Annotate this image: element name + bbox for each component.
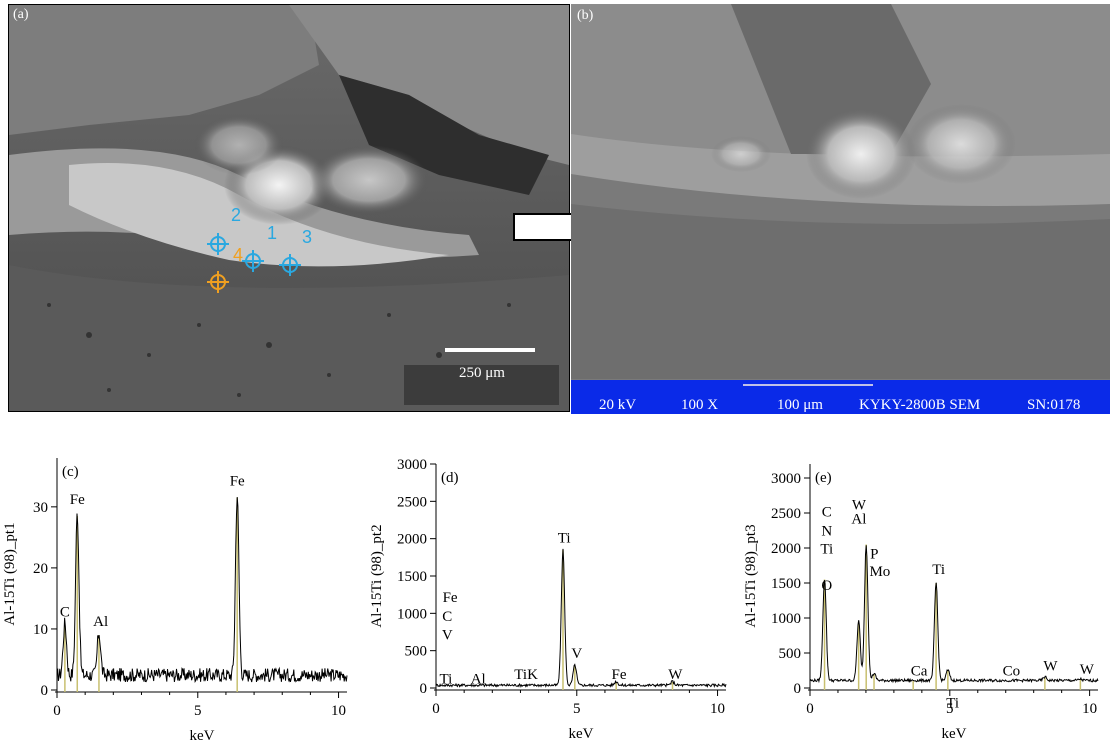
eds-spectrum-d: 0 500 1000 1500 2000 2500 3000 0 5 10 keV Al-15Ti (…: [366, 448, 736, 748]
panel-label-b: (b): [577, 8, 594, 23]
element-label: C: [822, 505, 832, 521]
element-label: TiK: [514, 667, 538, 683]
element-label: Fe: [70, 492, 85, 508]
spectrum-trace: [435, 548, 727, 689]
y-tick-label: 1000: [771, 611, 801, 627]
element-label: Al: [471, 672, 486, 688]
element-label: Fe: [612, 667, 627, 683]
scale-bar-label-a: 250 μm: [459, 365, 505, 381]
x-tick-label: 10: [1082, 701, 1097, 717]
eds-spectrum-e: 0 500 1000 1500 2000 2500 3000 0 5 10 keV Al-15Ti (…: [740, 448, 1110, 748]
y-tick-label: 2000: [771, 541, 801, 557]
spectrum-svg-d: 0 500 1000 1500 2000 2500 3000 0 5 10 keV Al-15Ti (…: [369, 457, 727, 742]
x-tick-label: 10: [710, 701, 725, 717]
element-label: C: [442, 609, 452, 625]
y-axis-label: Al-15Ti (98)_pt2: [369, 524, 385, 627]
element-label: Ti: [439, 672, 452, 688]
element-label: P: [870, 547, 878, 563]
info-instrument: KYKY-2800B SEM: [859, 397, 981, 413]
marker-label-4: 4: [233, 245, 244, 265]
element-label: Fe: [230, 473, 245, 489]
spectrum-trace: [809, 545, 1099, 684]
x-tick-label: 0: [432, 701, 440, 717]
scale-bar-b: [743, 384, 873, 386]
marker-label-2: 2: [231, 205, 242, 225]
sem-image-a: (a) 250 μm 2 1 3 4: [8, 4, 570, 412]
y-tick-label: 2500: [771, 506, 801, 522]
element-label: C: [60, 605, 70, 621]
y-tick-label: 1500: [771, 576, 801, 592]
x-tick-label: 5: [194, 703, 202, 719]
eds-spectrum-c: 0 10 20 30 0 5 10 keV Al-15Ti (98)_pt1 (c) C Fe Al Fe: [0, 448, 362, 748]
element-label: Ti: [558, 530, 571, 546]
sem-image-b: (b) 20 kV 100 X 100 μm KYKY-2800B SEM SN…: [571, 4, 1110, 414]
y-tick-label: 20: [33, 561, 48, 577]
spectrum-svg-e: 0 500 1000 1500 2000 2500 3000 0 5 10 keV Al-15Ti (…: [743, 464, 1099, 742]
marker-4: [207, 271, 229, 293]
y-axis-label: Al-15Ti (98)_pt1: [2, 522, 18, 625]
panel-label: (d): [441, 470, 459, 486]
x-axis-label: keV: [942, 726, 967, 742]
x-axis-label: keV: [190, 728, 215, 744]
x-tick-label: 0: [806, 701, 814, 717]
y-tick-label: 2000: [397, 532, 427, 548]
sem-info-bar: 20 kV 100 X 100 μm KYKY-2800B SEM SN:017…: [571, 380, 1110, 414]
element-label: Ti: [820, 542, 833, 558]
y-tick-label: 3000: [771, 471, 801, 487]
element-label: Al: [93, 614, 108, 630]
y-tick-label: 500: [405, 644, 428, 660]
element-label: W: [852, 498, 867, 514]
y-tick-label: 1000: [397, 606, 427, 622]
spectrum-trace: [56, 497, 348, 683]
x-tick-label: 5: [946, 701, 954, 717]
element-label: Al: [851, 512, 866, 528]
sem-image-b-graphic: [571, 4, 1110, 414]
marker-1: [242, 250, 264, 272]
element-label: Fe: [443, 590, 458, 606]
marker-2: [207, 233, 229, 255]
y-tick-label: 3000: [397, 457, 427, 473]
y-tick-label: 10: [33, 622, 48, 638]
element-label: O: [821, 578, 832, 594]
element-label: W: [668, 667, 683, 683]
element-label: V: [442, 627, 453, 643]
y-tick-label: 500: [779, 646, 802, 662]
element-label: W: [1043, 659, 1058, 675]
info-scale: 100 μm: [777, 397, 823, 413]
x-tick-label: 10: [331, 703, 346, 719]
element-label: Ti: [946, 696, 959, 712]
element-label: Ti: [932, 562, 945, 578]
marker-3: [279, 254, 301, 276]
y-tick-label: 1500: [397, 569, 427, 585]
element-label: Co: [1003, 663, 1021, 679]
marker-label-3: 3: [302, 227, 313, 247]
sem-image-a-graphic: [9, 5, 569, 411]
element-label: Mo: [869, 564, 890, 580]
panel-label: (e): [815, 470, 832, 486]
y-tick-label: 0: [420, 681, 428, 697]
element-label: Ca: [911, 663, 928, 679]
element-label: N: [821, 523, 832, 539]
y-axis-label: Al-15Ti (98)_pt3: [743, 524, 759, 627]
x-tick-label: 0: [53, 703, 61, 719]
info-serial: SN:0178: [1027, 397, 1081, 413]
spectrum-svg-c: 0 10 20 30 0 5 10 keV Al-15Ti (98)_pt1 (c) C Fe Al Fe: [2, 458, 348, 744]
info-voltage: 20 kV: [599, 397, 637, 413]
x-tick-label: 5: [573, 701, 581, 717]
element-label: W: [1080, 662, 1095, 678]
element-label: V: [571, 646, 582, 662]
y-tick-label: 0: [794, 681, 802, 697]
panel-label-a: (a): [13, 7, 29, 22]
x-axis-label: keV: [569, 726, 594, 742]
marker-label-1: 1: [267, 223, 278, 243]
info-magnification: 100 X: [681, 397, 719, 413]
y-tick-label: 0: [41, 683, 49, 699]
y-tick-label: 30: [33, 500, 48, 516]
y-tick-label: 2500: [397, 494, 427, 510]
panel-label: (c): [62, 464, 79, 480]
